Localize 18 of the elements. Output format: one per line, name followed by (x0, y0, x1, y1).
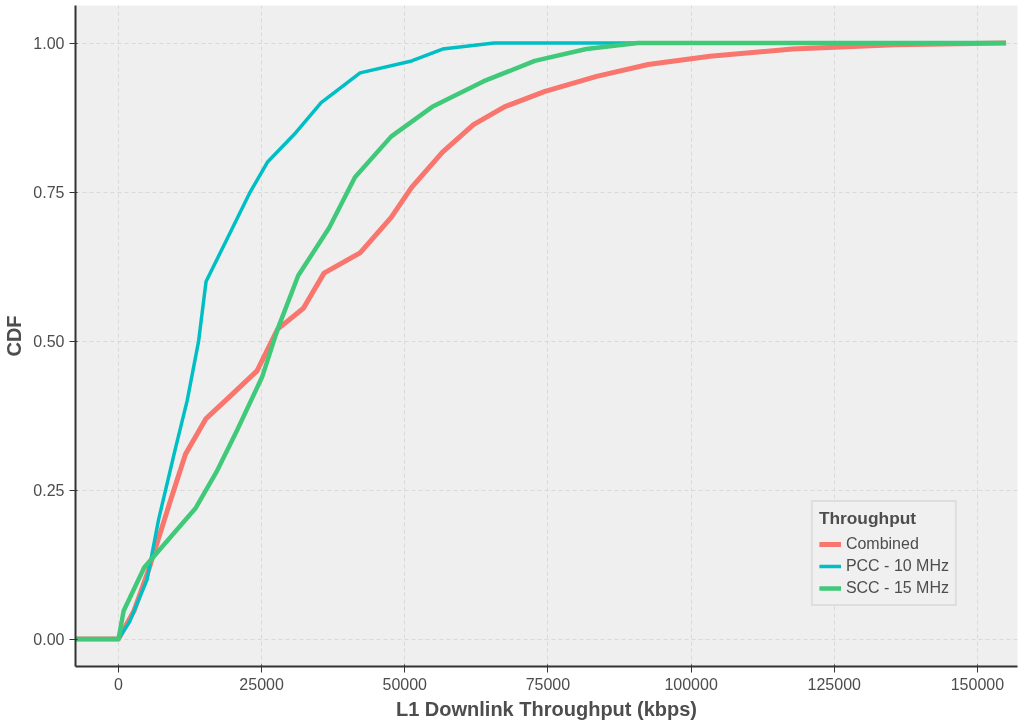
y-tick-label: 0.75 (33, 184, 65, 202)
x-tick-label: 50000 (382, 675, 428, 693)
x-tick-label: 150000 (950, 675, 1005, 693)
y-axis-title: CDF (3, 315, 26, 357)
y-tick-label: 0.00 (33, 631, 65, 649)
legend-label: PCC - 10 MHz (845, 557, 949, 575)
y-tick-label: 1.00 (33, 35, 65, 53)
x-tick-label: 100000 (664, 675, 718, 693)
x-tick-label: 25000 (239, 675, 284, 693)
x-tick-label: 0 (114, 675, 123, 693)
legend-label: Combined (845, 535, 919, 553)
x-axis-title: L1 Downlink Throughput (kbps) (395, 697, 698, 720)
y-tick-label: 0.25 (33, 482, 65, 500)
x-tick-label: 125000 (807, 675, 862, 693)
legend-label: SCC - 15 MHz (845, 579, 949, 597)
y-tick-label: 0.50 (33, 333, 65, 351)
legend-title: Throughput (818, 508, 918, 529)
x-tick-label: 75000 (525, 675, 571, 693)
